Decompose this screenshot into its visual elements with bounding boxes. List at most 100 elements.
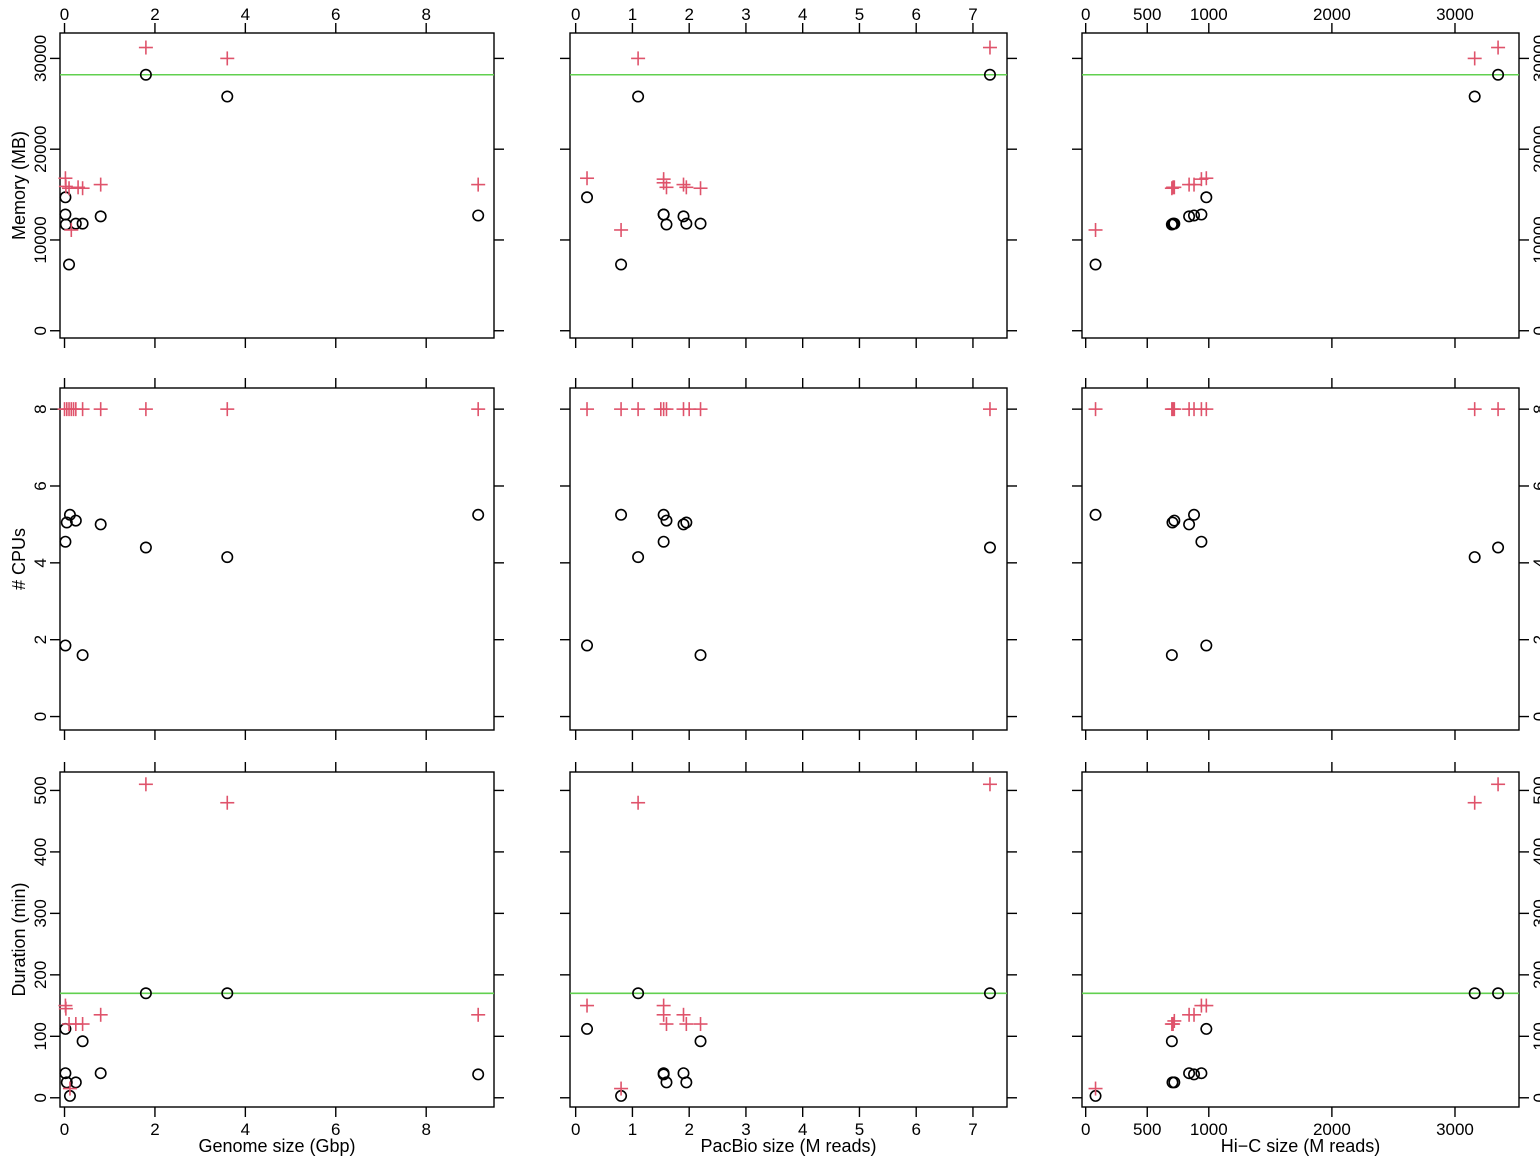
data-point-circle [472,209,485,222]
data-point-plus [58,179,73,194]
data-point-circle [60,1076,73,1089]
data-point-circle [1165,649,1178,662]
data-point-plus [659,1017,674,1032]
data-point-circle [1492,541,1505,554]
data-point-circle [657,535,670,548]
data-point-circle [680,1076,693,1089]
data-point-plus [631,51,646,66]
data-point-circle [1183,518,1196,531]
panel-duration-hic: 0 500 1000 2000 3000 0 100 200 300 400 500 Hi−C siz… [1072,762,1540,1156]
data-point-circle [139,68,152,81]
x-tick-label-bottom: 7 [968,1120,977,1139]
data-point-plus [75,402,90,417]
data-point-circle [1195,535,1208,548]
data-point-plus [676,177,691,192]
data-point-circle [69,514,82,527]
x-tick-label-top: 2000 [1313,5,1351,24]
x-tick-label-top: 4 [241,5,250,24]
data-point-circle [76,649,89,662]
x-tick-label-top: 8 [421,5,430,24]
data-point-circle [677,518,690,531]
x-tick-label-top: 2 [150,5,159,24]
panel-duration-pacbio: 0 1 2 3 4 5 6 7 PacBio size (M reads) [560,762,1017,1156]
panel-memory-hic: 05001000200030000100002000030000 [1072,5,1540,348]
data-point-plus [1199,402,1214,417]
data-point-circle [1188,209,1201,222]
data-point-plus [220,402,235,417]
y-axis-label: Memory (MB) [9,131,29,240]
x-tick-label-bottom: 1000 [1190,1120,1228,1139]
y-tick-label-right: 300 [1530,899,1540,927]
panel-duration-genome: 0 2 4 6 8 0 100 200 300 400 500 Duration (min) Genom… [9,762,504,1156]
data-point-circle [1168,514,1181,527]
x-tick-label-top: 0 [1081,5,1090,24]
x-tick-label-bottom: 2000 [1313,1120,1351,1139]
data-point-plus [614,222,629,237]
panel-frame [569,32,1008,339]
data-point-plus [64,222,79,237]
data-point-circle [1089,258,1102,271]
data-point-circle [1188,1068,1201,1081]
y-tick-label-left: 10000 [31,216,50,263]
y-tick-label-right: 2 [1530,635,1540,644]
data-point-circle [94,210,107,223]
data-point-plus [580,402,595,417]
data-point-circle [1200,1022,1213,1035]
data-point-circle [694,649,707,662]
data-point-plus [1164,181,1179,196]
data-point-circle [1183,210,1196,223]
data-point-circle [657,508,670,521]
y-tick-label-right: 6 [1530,481,1540,490]
data-point-circle [59,639,72,652]
data-point-circle [1200,191,1213,204]
data-point-plus [631,795,646,810]
data-point-circle [660,514,673,527]
data-point-plus [693,402,708,417]
panel-cpus-pacbio [560,378,1017,740]
data-point-plus [693,1017,708,1032]
data-point-circle [63,258,76,271]
data-point-circle [139,541,152,554]
x-tick-label-bottom: 6 [911,1120,920,1139]
data-point-plus [659,402,674,417]
data-point-plus [659,180,674,195]
x-tick-label-bottom: 500 [1133,1120,1161,1139]
data-point-plus [1187,177,1202,192]
data-point-plus [75,1017,90,1032]
data-point-circle [221,90,234,103]
x-axis-label: Hi−C size (M reads) [1221,1136,1381,1156]
x-tick-label-bottom: 2 [150,1120,159,1139]
data-point-circle [1468,987,1481,1000]
data-point-plus [220,795,235,810]
x-tick-label-top: 5 [855,5,864,24]
data-point-plus [982,40,997,55]
data-point-circle [615,508,628,521]
data-point-plus [676,1007,691,1022]
data-point-circle [1166,516,1179,529]
data-point-circle [983,68,996,81]
data-point-plus [1167,1013,1182,1028]
x-tick-label-top: 500 [1133,5,1161,24]
y-tick-label-left: 0 [31,1093,50,1102]
y-tick-label-right: 20000 [1530,126,1540,173]
y-tick-label-right: 10000 [1530,216,1540,263]
x-tick-label-bottom: 0 [571,1120,580,1139]
data-point-circle [1168,217,1181,230]
data-point-circle [632,551,645,564]
x-tick-label-top: 1000 [1190,5,1228,24]
data-point-plus [1187,1007,1202,1022]
data-point-plus [679,180,694,195]
data-point-plus [1088,222,1103,237]
panel-cpus-hic: 0 2 4 6 8 [1072,378,1540,740]
data-point-circle [1165,1035,1178,1048]
x-tick-label-top: 6 [911,5,920,24]
data-point-circle [632,90,645,103]
data-point-circle [59,535,72,548]
data-point-plus [93,1007,108,1022]
data-point-circle [694,1035,707,1048]
x-tick-label-bottom: 8 [421,1120,430,1139]
data-point-plus [1166,1017,1181,1032]
y-tick-label-left: 500 [31,776,50,804]
data-point-circle [1089,508,1102,521]
data-point-circle [680,516,693,529]
